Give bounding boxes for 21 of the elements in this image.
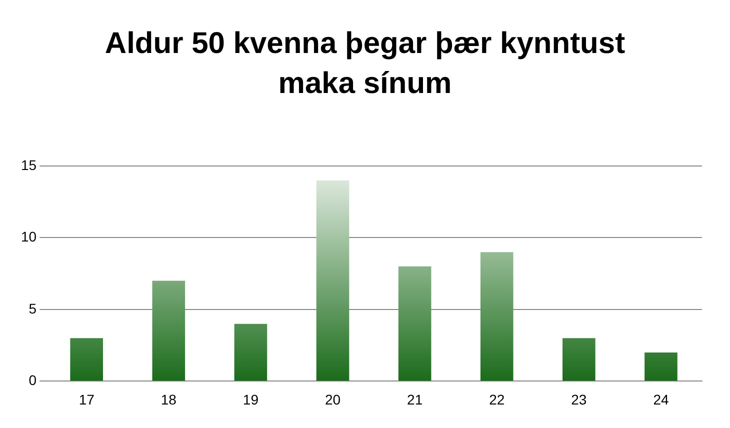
x-tick-label: 23 (571, 391, 587, 408)
x-tick-label: 17 (78, 391, 95, 408)
x-tick-label: 22 (489, 391, 505, 408)
bar (398, 266, 432, 381)
y-tick-label: 5 (28, 300, 37, 316)
x-tick-label: 20 (324, 391, 341, 408)
x-tick-label: 18 (160, 391, 177, 408)
y-tick-label: 10 (20, 228, 37, 245)
y-tick-label: 15 (20, 156, 37, 173)
bar (234, 324, 268, 381)
bar (316, 180, 350, 381)
x-tick-label: 19 (242, 391, 259, 408)
chart-title: Aldur 50 kvenna þegar þær kynntust maka sínum (104, 26, 626, 102)
x-tick-label: 21 (407, 391, 423, 408)
bar (480, 252, 514, 381)
bar (152, 280, 186, 381)
y-tick-label: 0 (28, 372, 37, 388)
x-tick-label: 24 (653, 391, 669, 408)
bar (644, 352, 678, 381)
bar (70, 338, 104, 381)
bar (562, 338, 596, 381)
